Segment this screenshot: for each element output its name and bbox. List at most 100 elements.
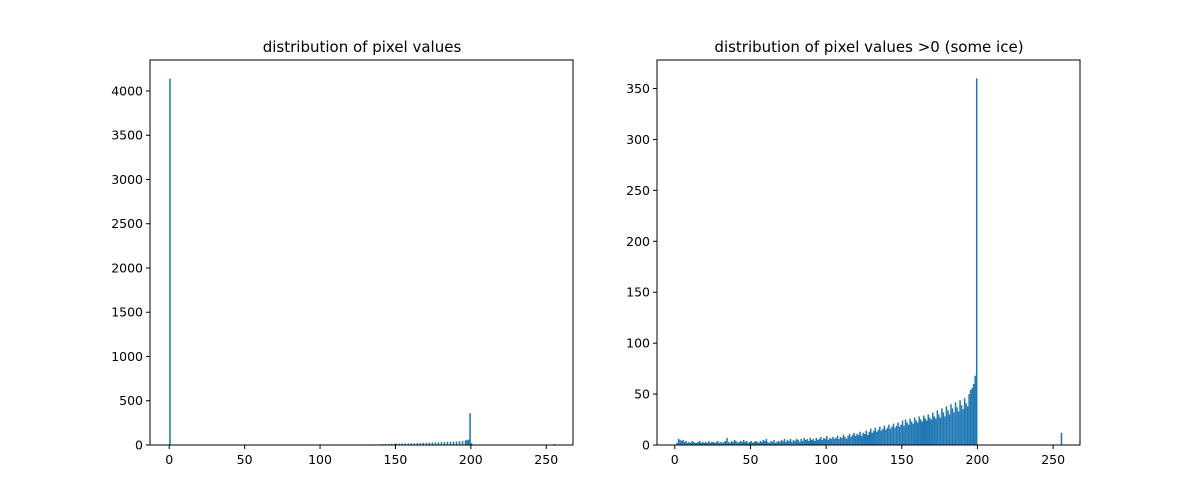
chart-right-bar bbox=[856, 433, 858, 445]
chart-right-y-tick-label: 100 bbox=[626, 336, 650, 351]
chart-left-bar bbox=[452, 441, 455, 445]
chart-right-bar bbox=[764, 440, 766, 445]
chart-left-bar bbox=[416, 443, 419, 445]
chart-left-bar bbox=[470, 443, 473, 445]
chart-right-bar bbox=[954, 402, 957, 445]
chart-right-y-axis: 0 50 100 150 200 250 300 350 bbox=[626, 81, 657, 453]
chart-left-bar bbox=[401, 443, 403, 445]
chart-right-bar bbox=[724, 440, 727, 445]
chart-right-bar bbox=[948, 414, 951, 445]
chart-right-bar bbox=[826, 435, 828, 445]
chart-right-bar bbox=[789, 438, 792, 445]
chart-right-bar bbox=[720, 441, 722, 445]
chart-right-bar bbox=[779, 441, 781, 445]
chart-right-bar bbox=[809, 437, 811, 445]
chart-right-bar bbox=[894, 427, 896, 445]
chart-right-bar bbox=[915, 420, 917, 445]
chart-right-bar bbox=[888, 424, 890, 445]
chart-right-bar bbox=[804, 439, 807, 445]
chart-right-bar bbox=[972, 383, 975, 445]
chart-right-y-tick-label: 150 bbox=[626, 285, 650, 300]
chart-right-bar bbox=[718, 442, 721, 445]
chart-left-x-tick-label: 150 bbox=[384, 452, 408, 467]
chart-right-y-tick-label: 250 bbox=[626, 183, 650, 198]
chart-left-x-tick-label: 0 bbox=[165, 452, 173, 467]
chart-left-bar bbox=[455, 441, 458, 445]
chart-right-bar bbox=[732, 441, 734, 445]
chart-right-plot-frame bbox=[656, 59, 1081, 446]
chart-right-bar bbox=[950, 404, 952, 445]
chart-right-bar bbox=[714, 442, 716, 445]
chart-right-bar bbox=[889, 428, 892, 445]
chart-right-bar bbox=[829, 437, 831, 445]
chart-right-bar bbox=[803, 437, 805, 445]
chart-right-bar bbox=[762, 439, 765, 445]
chart-left-bar bbox=[461, 440, 464, 445]
chart-right-bar bbox=[886, 427, 889, 445]
chart-right-x-tick-label: 100 bbox=[814, 452, 838, 467]
chart-left-x-tick-label: 100 bbox=[308, 452, 332, 467]
chart-left-bar bbox=[422, 442, 425, 445]
chart-right-bar bbox=[927, 414, 930, 445]
chart-left-bar bbox=[467, 439, 470, 445]
chart-right-bar bbox=[788, 440, 790, 445]
chart-right-bar bbox=[683, 441, 686, 445]
chart-right-bar bbox=[691, 440, 693, 445]
chart-right-bar bbox=[723, 441, 725, 445]
chart-right-bar bbox=[765, 438, 768, 445]
chart-right-bar bbox=[695, 442, 698, 445]
chart-right-bar bbox=[745, 440, 748, 445]
chart-right-bar bbox=[883, 425, 886, 445]
chart-right-bar bbox=[773, 439, 775, 445]
chart-right-bar bbox=[677, 438, 680, 445]
chart-right-bar bbox=[688, 441, 690, 445]
chart-right-bar bbox=[866, 434, 869, 445]
chart-right-bar bbox=[907, 424, 910, 445]
chart-right-bar bbox=[705, 441, 707, 445]
chart-left-bar bbox=[440, 442, 443, 445]
chart-right-x-tick-label: 200 bbox=[966, 452, 990, 467]
chart-right-bar bbox=[835, 437, 837, 445]
chart-right-y-tick-label: 300 bbox=[626, 132, 650, 147]
chart-right-bar bbox=[751, 442, 754, 445]
chart-right-bar bbox=[842, 434, 845, 445]
chart-right-bar bbox=[904, 419, 907, 445]
chart-right-bar bbox=[929, 417, 931, 445]
chart-right-x-axis: 0 50 100 150 200 250 bbox=[671, 445, 1065, 467]
chart-right-bar bbox=[924, 418, 927, 445]
chart-right-bar bbox=[913, 417, 916, 445]
chart-right-bar bbox=[818, 438, 821, 445]
chart-left-bar bbox=[437, 442, 440, 445]
chart-right-bar bbox=[851, 434, 854, 445]
chart-right-bar bbox=[965, 403, 967, 445]
chart-right-bar bbox=[963, 398, 966, 445]
chart-right-bar bbox=[774, 442, 777, 445]
chart-left-plot-frame bbox=[149, 59, 574, 446]
chart-right-bar bbox=[906, 422, 908, 445]
chart-left-bar bbox=[410, 443, 413, 445]
chart-left-y-tick-label: 2500 bbox=[111, 216, 143, 231]
chart-right-bar bbox=[759, 440, 762, 445]
chart-right-bar bbox=[941, 408, 943, 445]
chart-right-bar bbox=[854, 435, 857, 445]
chart-right-bars bbox=[676, 78, 1063, 445]
chart-right-bar bbox=[736, 442, 739, 445]
chart-right-bar bbox=[960, 405, 963, 445]
chart-right-bar bbox=[897, 422, 899, 445]
chart-right-bar bbox=[733, 439, 736, 445]
chart-right-bar bbox=[817, 439, 819, 445]
chart-right-bar bbox=[680, 440, 683, 445]
chart-right-bar bbox=[1060, 432, 1063, 445]
chart-right-bar bbox=[844, 436, 846, 445]
chart-right-bar bbox=[918, 416, 920, 445]
chart-right-bar bbox=[726, 437, 728, 445]
chart-right-bar bbox=[850, 436, 852, 445]
chart-left-x-axis: 0 50 100 150 200 250 bbox=[165, 445, 558, 467]
chart-right-bar bbox=[932, 412, 934, 445]
chart-right-bar bbox=[824, 438, 827, 445]
chart-right-bar bbox=[891, 426, 893, 445]
chart-right-y-tick-label: 0 bbox=[642, 438, 650, 453]
chart-right-bar bbox=[770, 440, 772, 445]
chart-right-bar bbox=[702, 441, 704, 445]
